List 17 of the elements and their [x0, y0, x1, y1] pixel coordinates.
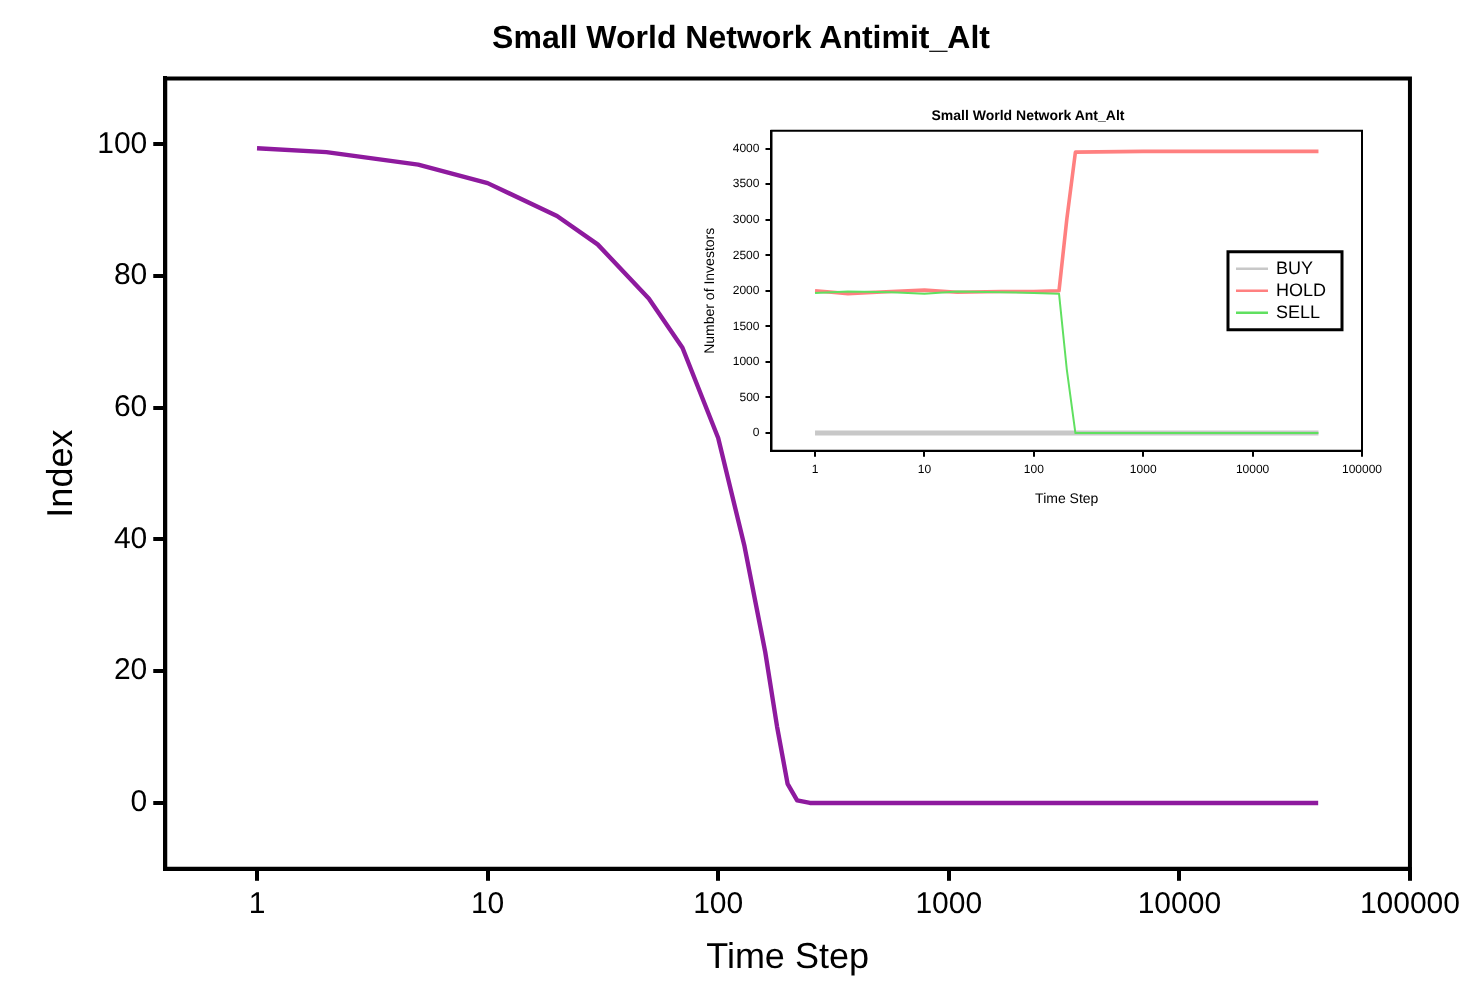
x-axis-title: Time Step	[706, 936, 869, 977]
x-tick-label: 1	[248, 887, 266, 922]
y-tick-label: 60	[113, 390, 148, 425]
legend-label: SELL	[1275, 301, 1321, 322]
x-tick-label: 10000	[1137, 887, 1222, 922]
y-tick-label: 100	[97, 126, 148, 161]
chart-title: Small World Network Antimit_Alt	[492, 22, 992, 57]
y-axis-title: Index	[39, 429, 80, 518]
x-tick-label: 100000	[1359, 887, 1461, 922]
legend-label: BUY	[1275, 257, 1314, 278]
y-tick-label: 80	[113, 258, 148, 293]
y-tick-label: 20	[113, 653, 148, 688]
x-tick-label: 1000	[915, 887, 983, 922]
y-tick-label: 0	[130, 785, 148, 820]
legend-label: HOLD	[1275, 279, 1327, 300]
x-tick-label: 10	[470, 887, 505, 922]
y-tick-label: 40	[113, 521, 148, 556]
